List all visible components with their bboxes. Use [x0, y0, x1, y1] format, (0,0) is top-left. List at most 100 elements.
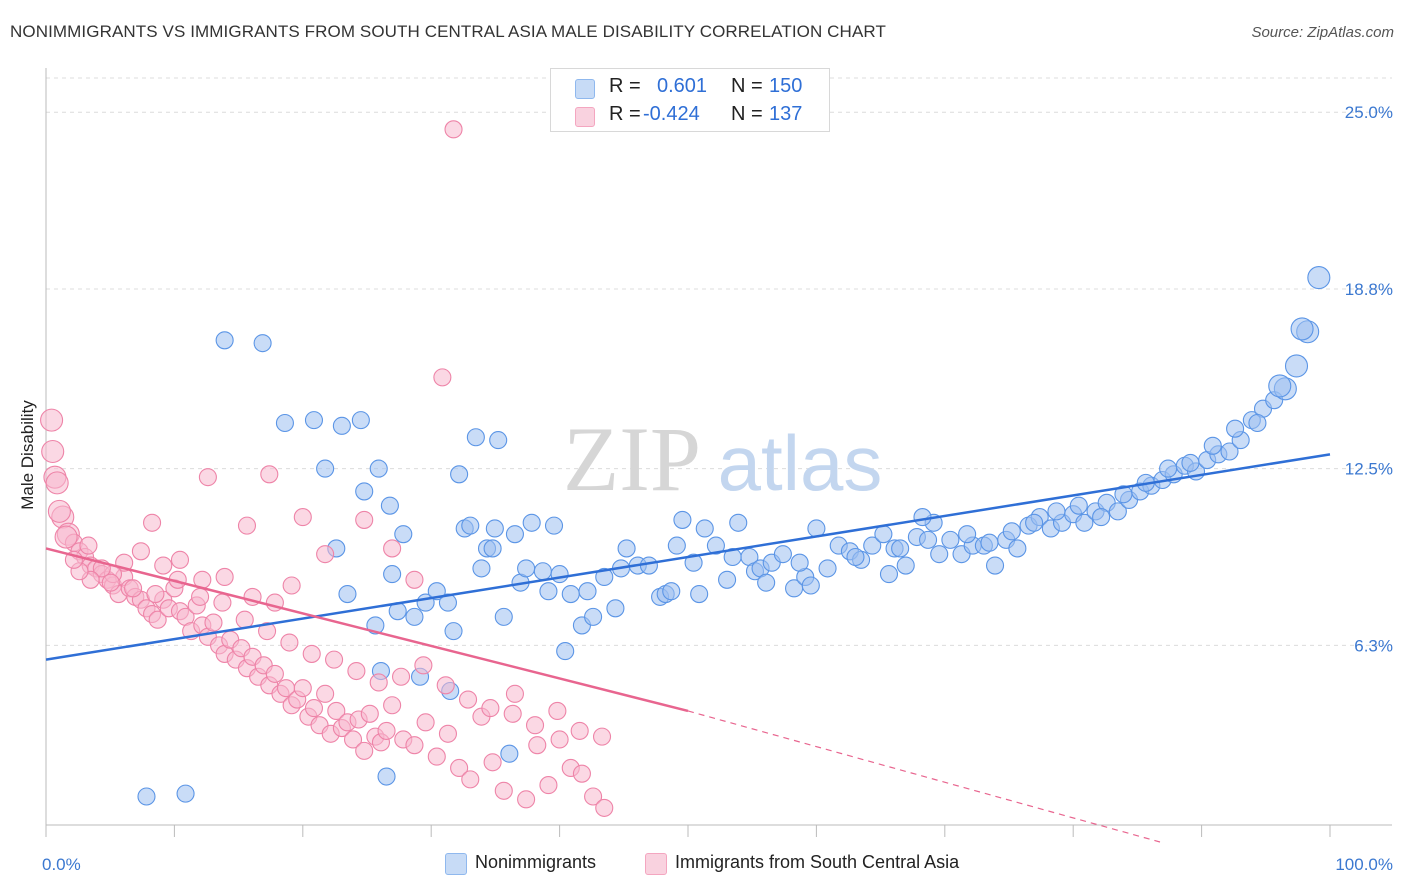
nonimmigrants-point-126 — [913, 508, 932, 527]
nonimmigrants-point-131 — [1047, 502, 1066, 521]
immigrants-point-112 — [124, 579, 143, 598]
nonimmigrants-point-29 — [505, 525, 524, 544]
gridlines — [46, 77, 1392, 646]
watermark-zip: ZIP — [563, 408, 701, 510]
nonimmigrants-point-136 — [1159, 459, 1178, 478]
immigrants-point-124 — [392, 667, 411, 686]
nonimmigrants-point-5 — [316, 459, 335, 478]
immigrants-point-126 — [436, 676, 455, 695]
immigrants-point-49 — [304, 699, 324, 718]
immigrants-point-47 — [293, 679, 312, 698]
nonimmigrants-point-51 — [695, 519, 714, 538]
nonimmigrants-point-1 — [176, 784, 195, 803]
nonimmigrants-point-116 — [485, 519, 504, 538]
nonimmigrants-point-69 — [874, 525, 893, 544]
nonimmigrants-point-83 — [1008, 539, 1027, 558]
nonimmigrants-point-37 — [561, 585, 580, 604]
immigrants-point-79 — [539, 776, 558, 795]
nonimmigrants-point-48 — [662, 582, 681, 601]
nonimmigrants-point-132 — [1069, 496, 1088, 515]
tick-labels: 6.3% 12.5% 18.8% 25.0% 0.0% 100.0% — [42, 103, 1393, 874]
immigrants-point-120 — [302, 644, 321, 663]
stats-n-value-nonimmigrants: 150 — [769, 75, 803, 97]
immigrants-point-78 — [528, 736, 547, 755]
immigrants-point-131 — [548, 701, 567, 721]
immigrants-point-74 — [483, 753, 502, 772]
nonimmigrants-point-41 — [595, 567, 614, 587]
nonimmigrants-point-20 — [450, 465, 469, 484]
nonimmigrants-point-11 — [377, 767, 396, 786]
stats-box: R = 0.601 N = 150 R = -0.424 N = 137 — [550, 68, 830, 132]
immigrants-point-85 — [143, 513, 162, 532]
immigrants-point-93 — [405, 570, 424, 589]
immigrants-point-94 — [282, 576, 301, 595]
immigrants-point-111 — [101, 573, 120, 592]
nonimmigrants-point-53 — [718, 570, 737, 589]
y-tick-label-2: 18.8% — [1345, 280, 1393, 299]
x-tick-label-0: 0.0% — [42, 855, 81, 874]
immigrants-point-113 — [146, 585, 165, 604]
immigrants-point-3 — [45, 471, 69, 495]
nonimmigrants-point-76 — [930, 545, 949, 564]
nonimmigrants-point-6 — [332, 416, 351, 435]
nonimmigrants-point-77 — [941, 530, 960, 549]
nonimmigrants-point-111 — [215, 331, 234, 350]
nonimmigrants-point-33 — [533, 562, 552, 581]
nonimmigrants-point-19 — [444, 622, 463, 641]
nonimmigrants-point-62 — [801, 576, 820, 595]
nonimmigrants-point-68 — [863, 536, 882, 555]
immigrants-point-56 — [343, 730, 363, 749]
immigrants-point-101 — [131, 542, 150, 561]
nonimmigrants-point-142 — [1290, 317, 1314, 341]
immigrants-point-83 — [584, 787, 603, 806]
immigrants-point-119 — [280, 633, 299, 652]
immigrants-point-129 — [503, 704, 522, 723]
nonimmigrants-point-0 — [137, 787, 156, 806]
immigrants-point-92 — [383, 539, 402, 558]
nonimmigrants-point-134 — [1114, 485, 1133, 504]
nonimmigrants-point-117 — [544, 516, 564, 535]
nonimmigrants-point-54 — [729, 513, 748, 532]
nonimmigrants-point-140 — [1248, 413, 1267, 433]
immigrants-point-122 — [347, 661, 366, 681]
nonimmigrants-point-102 — [1220, 442, 1239, 461]
nonimmigrants-point-119 — [667, 536, 686, 555]
stats-n-value-immigrants: 137 — [769, 103, 803, 125]
immigrants-point-127 — [458, 690, 478, 709]
y-tick-label-3: 25.0% — [1345, 103, 1393, 122]
stats-n-label: N = — [731, 103, 763, 125]
immigrants-point-67 — [427, 747, 446, 766]
nonimmigrants-point-3 — [275, 413, 294, 433]
immigrants-point-123 — [369, 673, 388, 692]
nonimmigrants-point-139 — [1226, 419, 1245, 438]
legend-swatch-immigrants — [645, 853, 667, 875]
nonimmigrants-point-81 — [985, 556, 1005, 575]
immigrants-point-69 — [444, 120, 463, 139]
stats-swatch-immigrants — [575, 107, 595, 127]
nonimmigrants-point-128 — [980, 533, 999, 552]
nonimmigrants-point-22 — [461, 516, 480, 535]
nonimmigrants-point-127 — [958, 525, 977, 544]
nonimmigrants-point-15 — [405, 607, 424, 626]
nonimmigrants-point-32 — [522, 513, 541, 532]
immigrants-point-21 — [148, 610, 167, 629]
stats-r-label: R = — [609, 103, 641, 125]
nonimmigrants-point-72 — [896, 556, 915, 575]
nonimmigrants-point-8 — [355, 482, 374, 501]
nonimmigrants-point-25 — [483, 539, 502, 558]
nonimmigrants-point-14 — [394, 525, 413, 544]
nonimmigrants-point-123 — [790, 553, 809, 572]
immigrants-point-132 — [570, 721, 589, 740]
nonimmigrants-point-28 — [500, 744, 519, 763]
stats-r-value-nonimmigrants: 0.601 — [657, 75, 708, 97]
immigrants-point-116 — [213, 593, 232, 612]
nonimmigrants-point-7 — [338, 585, 357, 604]
nonimmigrants-point-4 — [304, 411, 324, 430]
legend-swatch-nonimmigrants — [445, 853, 467, 875]
immigrants-point-97 — [215, 567, 234, 587]
nonimmigrants-point-23 — [472, 559, 491, 578]
immigrants-point-42 — [265, 664, 284, 683]
immigrants-point-125 — [414, 656, 433, 675]
nonimmigrants-point-42 — [606, 599, 625, 618]
